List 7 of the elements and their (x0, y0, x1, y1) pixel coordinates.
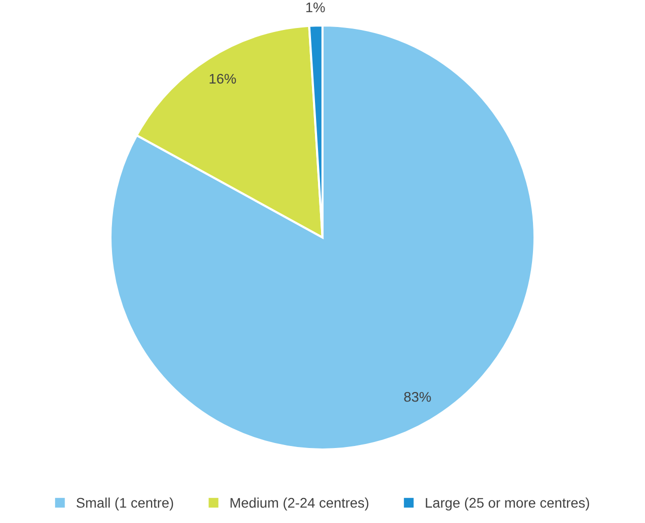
legend-label: Small (1 centre) (76, 498, 174, 510)
legend-label: Medium (2-24 centres) (230, 498, 368, 510)
legend-label: Large (25 or more centres) (426, 498, 590, 510)
data-label: 1% (306, 2, 325, 12)
data-label: 83% (404, 392, 431, 402)
pie-slice (109, 24, 536, 451)
data-label: 16% (210, 74, 236, 84)
